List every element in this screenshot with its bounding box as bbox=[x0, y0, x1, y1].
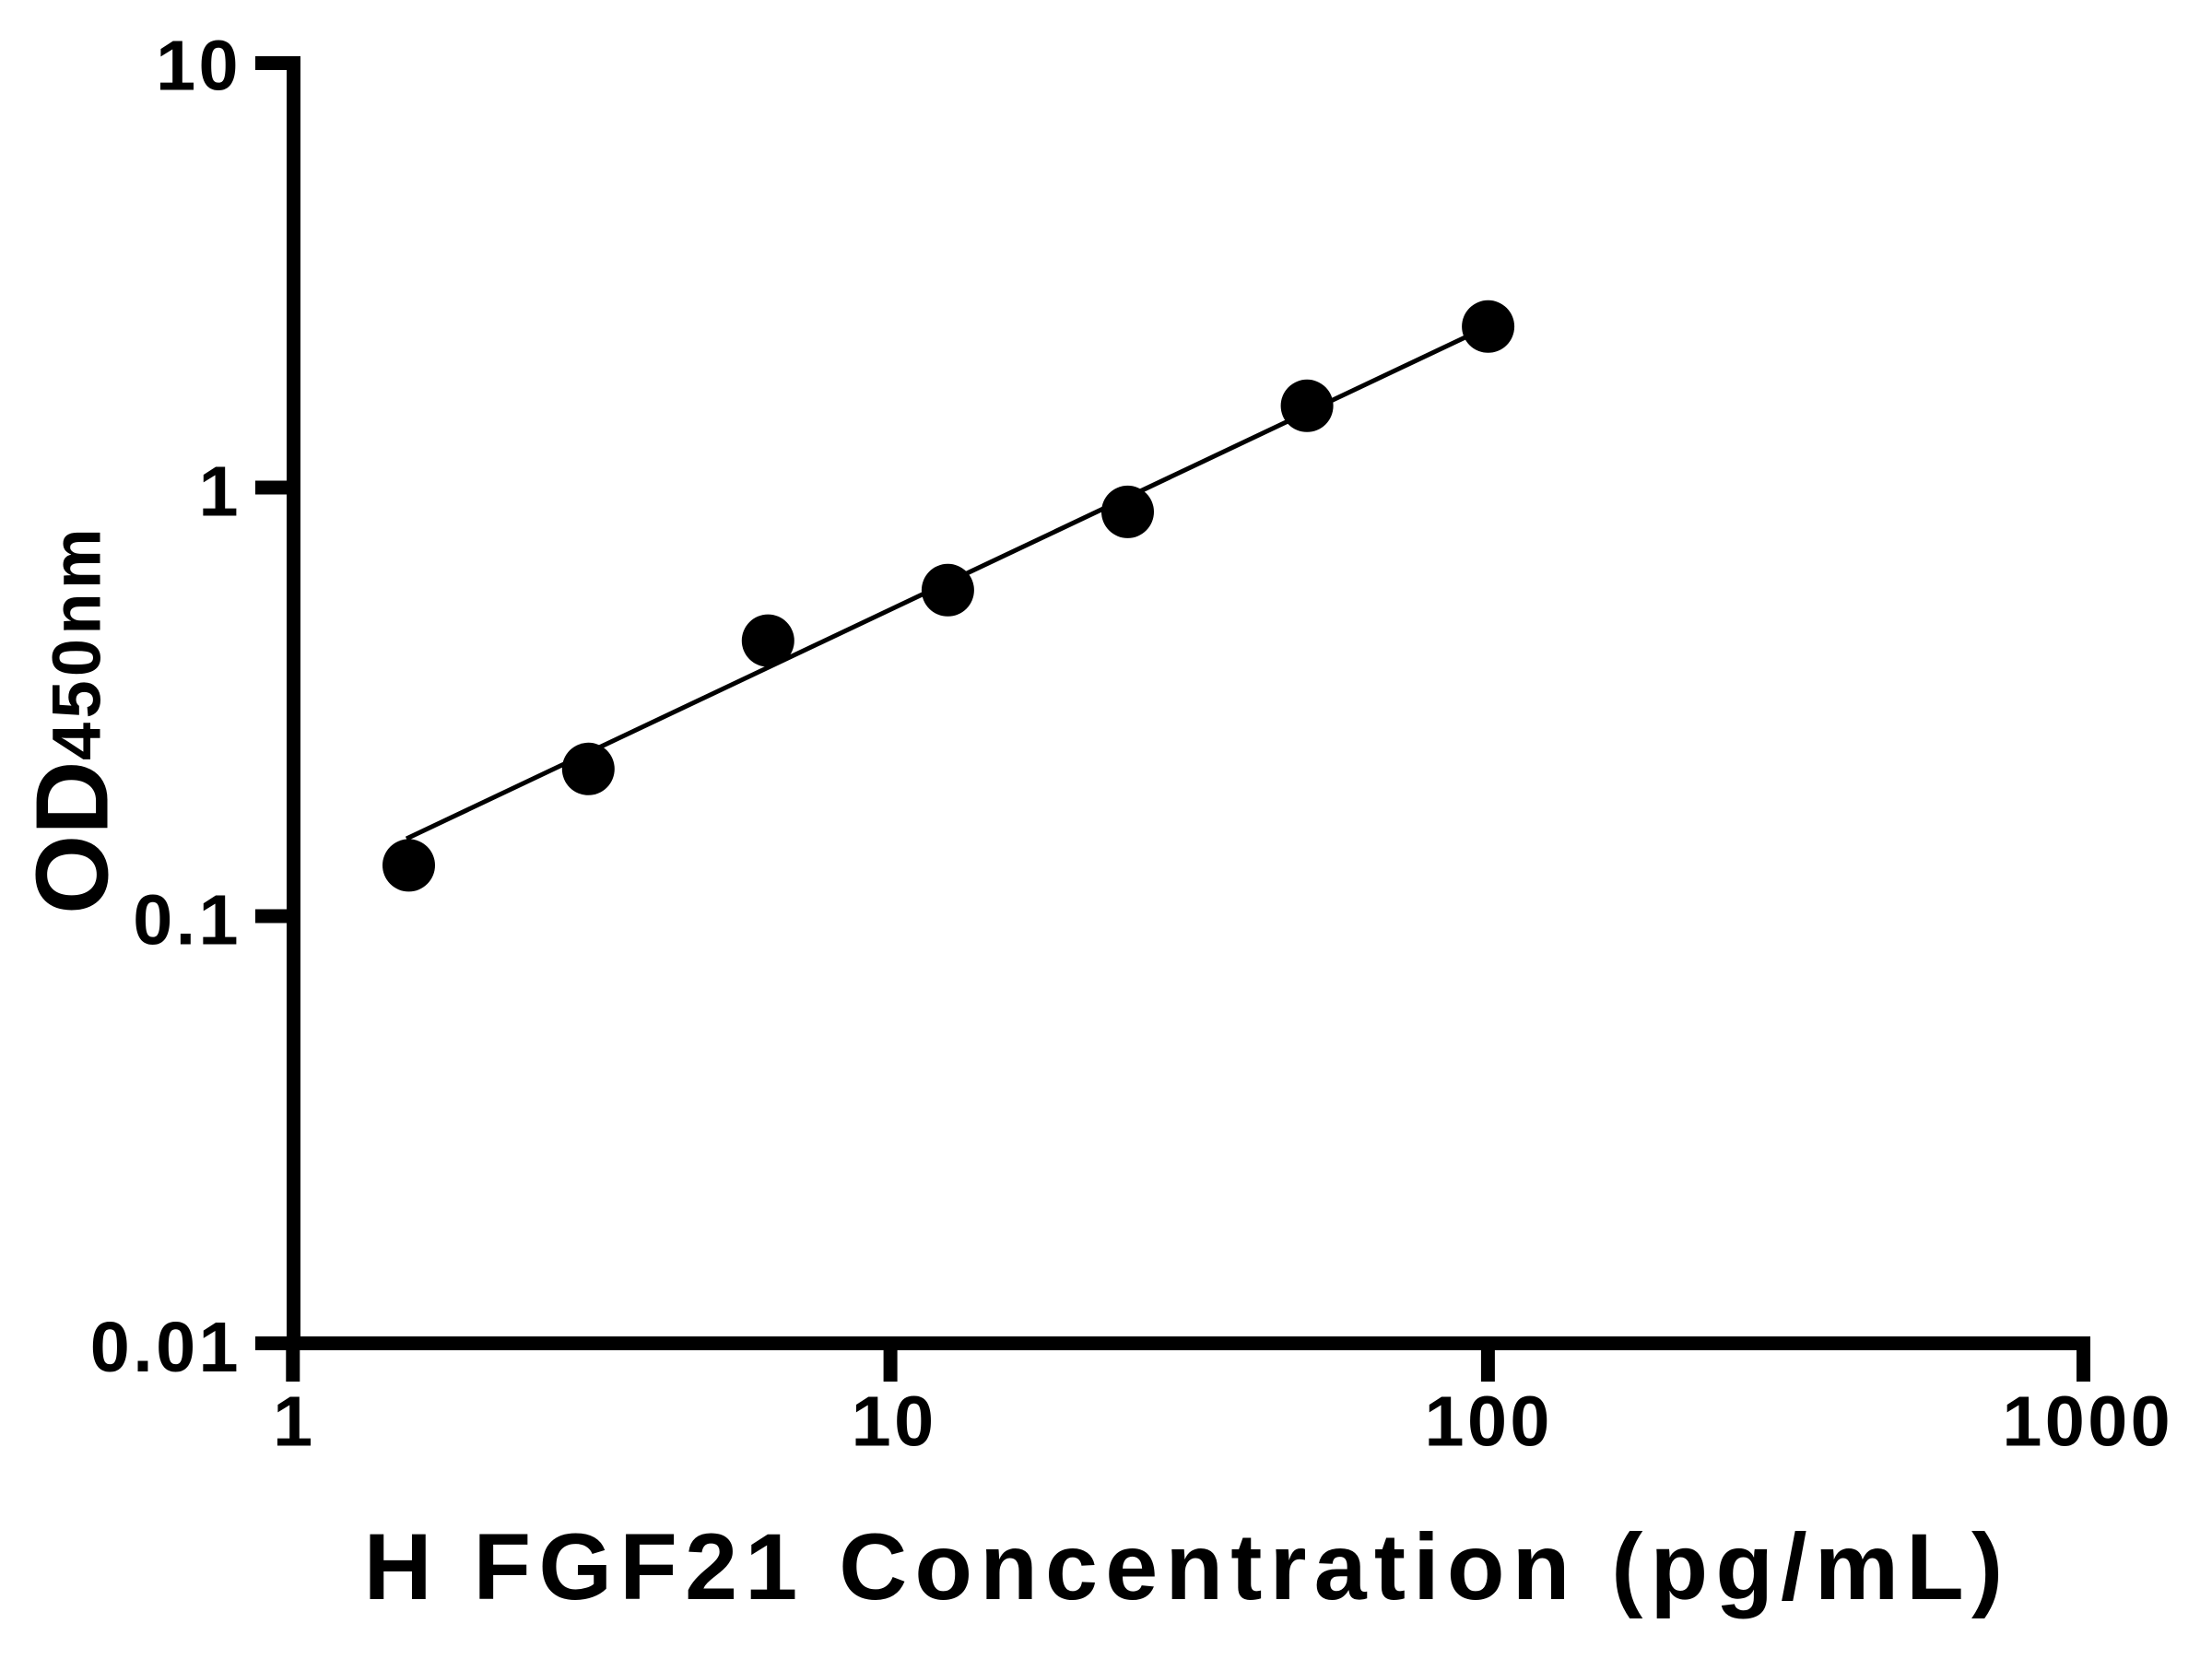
svg-text:0.1: 0.1 bbox=[133, 881, 241, 960]
svg-text:1: 1 bbox=[273, 1382, 315, 1462]
svg-text:10: 10 bbox=[852, 1382, 937, 1462]
svg-text:10: 10 bbox=[156, 27, 241, 106]
svg-text:0.01: 0.01 bbox=[90, 1308, 241, 1387]
svg-text:OD: OD bbox=[16, 761, 130, 915]
svg-text:450nm: 450nm bbox=[38, 524, 114, 760]
svg-text:1000: 1000 bbox=[2002, 1382, 2173, 1462]
svg-text:100: 100 bbox=[1425, 1382, 1553, 1462]
svg-text:H FGF21 Concentration (pg/mL): H FGF21 Concentration (pg/mL) bbox=[364, 1513, 2011, 1619]
svg-text:1: 1 bbox=[199, 453, 241, 532]
